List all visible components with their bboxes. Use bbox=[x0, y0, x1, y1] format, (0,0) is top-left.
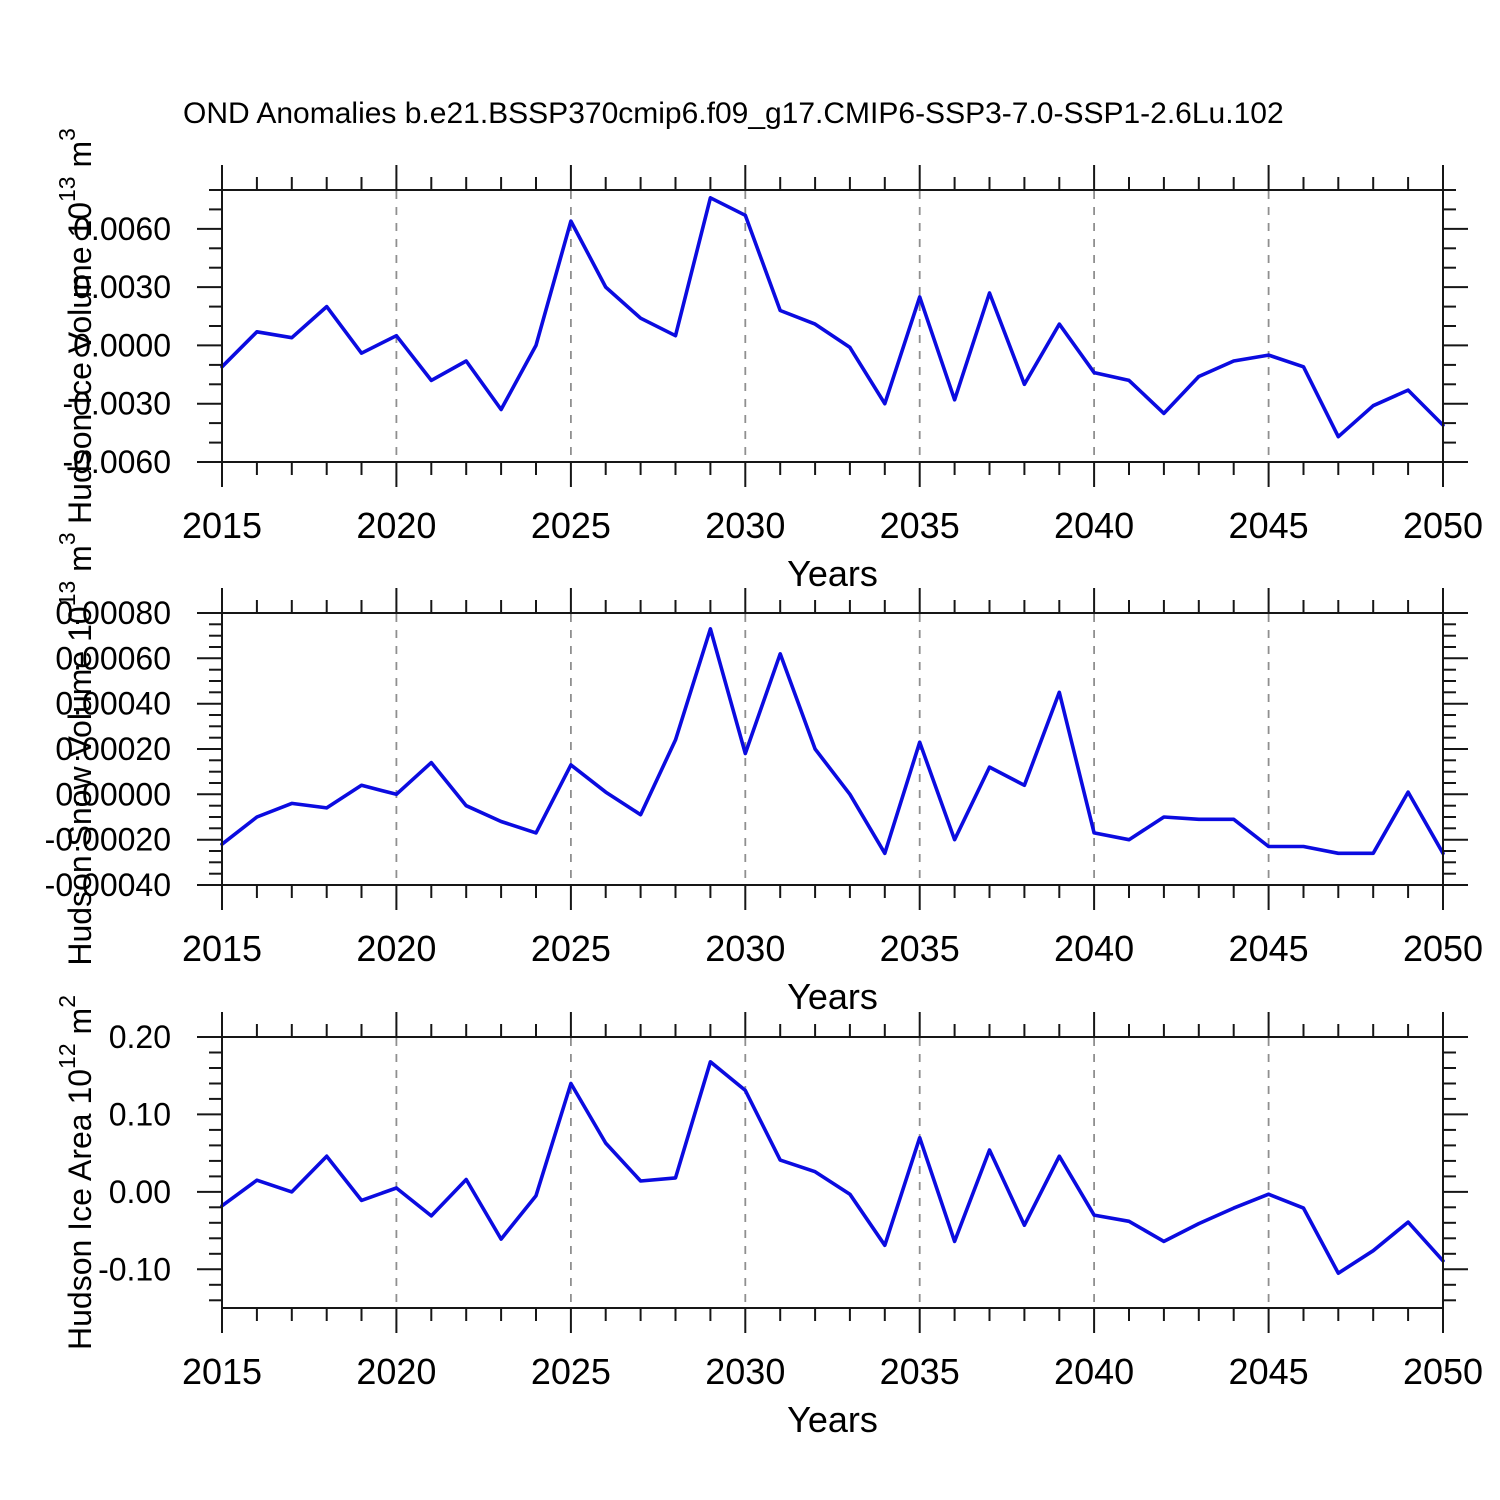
x-tick-label-2045: 2045 bbox=[1229, 505, 1309, 546]
x-tick-label-2040: 2040 bbox=[1054, 505, 1134, 546]
y-tick-label-0.00060: 0.00060 bbox=[55, 640, 171, 676]
y-tick-label-0.00020: 0.00020 bbox=[55, 731, 171, 767]
y-tick-label--0.00020: -0.00020 bbox=[45, 822, 171, 858]
x-tick-label-2020: 2020 bbox=[356, 505, 436, 546]
x-tick-label-2050: 2050 bbox=[1403, 928, 1483, 969]
x-tick-label-2020: 2020 bbox=[356, 1351, 436, 1392]
y-tick-label--0.10: -0.10 bbox=[98, 1251, 171, 1287]
y-tick-label--0.0060: -0.0060 bbox=[62, 444, 171, 480]
panel-snow-volume: 0.00080 0.00060 0.00040 0.00020 0.00000 -0.00… bbox=[45, 532, 1483, 1017]
x-tick-label-2015: 2015 bbox=[182, 505, 262, 546]
y-tick-label-0.10: 0.10 bbox=[109, 1096, 171, 1132]
x-tick-label-2025: 2025 bbox=[531, 928, 611, 969]
x-tick-label-2050: 2050 bbox=[1403, 1351, 1483, 1392]
x-axis-title-ice-area: Years bbox=[787, 1399, 878, 1440]
y-tick-label--0.0030: -0.0030 bbox=[62, 386, 171, 422]
x-tick-label-2015: 2015 bbox=[182, 1351, 262, 1392]
x-tick-label-2035: 2035 bbox=[880, 505, 960, 546]
x-tick-label-2030: 2030 bbox=[705, 928, 785, 969]
x-tick-label-2015: 2015 bbox=[182, 928, 262, 969]
x-tick-label-2035: 2035 bbox=[880, 1351, 960, 1392]
y-tick-label-0.00: 0.00 bbox=[109, 1174, 171, 1210]
x-tick-label-2025: 2025 bbox=[531, 505, 611, 546]
data-line-snow-volume bbox=[220, 627, 1445, 856]
plot-frame bbox=[221, 612, 1444, 886]
x-tick-label-2030: 2030 bbox=[705, 1351, 785, 1392]
x-tick-label-2030: 2030 bbox=[705, 505, 785, 546]
y-tick-label-0.0060: 0.0060 bbox=[73, 211, 171, 247]
y-axis-title-ice-area: Hudson Ice Area 1012 m2 bbox=[54, 995, 98, 1350]
panel-ice-volume: 0.0060 0.0030 0.0000 -0.0030 -0.0060 2015 2020… bbox=[54, 128, 1483, 594]
x-tick-label-2050: 2050 bbox=[1403, 505, 1483, 546]
x-tick-label-2025: 2025 bbox=[531, 1351, 611, 1392]
plot-frame bbox=[221, 1036, 1444, 1309]
x-tick-label-2020: 2020 bbox=[356, 928, 436, 969]
x-tick-label-2045: 2045 bbox=[1229, 928, 1309, 969]
y-axis-title-ice-volume: Hudson Ice Volume 1013 m3 bbox=[54, 128, 98, 524]
x-axis-title-snow-volume: Years bbox=[787, 976, 878, 1017]
y-tick-label-0.00080: 0.00080 bbox=[55, 595, 171, 631]
y-tick-label-0.0000: 0.0000 bbox=[73, 327, 171, 363]
y-axis-title-snow-volume: Hudson Snow Volume 1013 m3 bbox=[54, 532, 98, 965]
y-tick-label--0.00040: -0.00040 bbox=[45, 867, 171, 903]
x-tick-label-2035: 2035 bbox=[880, 928, 960, 969]
y-tick-label-0.00040: 0.00040 bbox=[55, 686, 171, 722]
data-line-ice-volume bbox=[220, 196, 1445, 439]
y-tick-label-0.0030: 0.0030 bbox=[73, 269, 171, 305]
x-tick-label-2040: 2040 bbox=[1054, 1351, 1134, 1392]
y-tick-label-0.20: 0.20 bbox=[109, 1019, 171, 1055]
panel-ice-area: 0.20 0.10 0.00 -0.10 2015 2020 2025 2030 2035 204… bbox=[54, 995, 1483, 1440]
x-tick-label-2045: 2045 bbox=[1229, 1351, 1309, 1392]
chart-title: OND Anomalies b.e21.BSSP370cmip6.f09_g17… bbox=[183, 97, 1284, 130]
data-line-ice-area bbox=[220, 1060, 1445, 1275]
y-tick-label-0.00000: 0.00000 bbox=[55, 776, 171, 812]
x-tick-label-2040: 2040 bbox=[1054, 928, 1134, 969]
plot-frame bbox=[221, 189, 1444, 463]
x-axis-title-ice-volume: Years bbox=[787, 553, 878, 594]
